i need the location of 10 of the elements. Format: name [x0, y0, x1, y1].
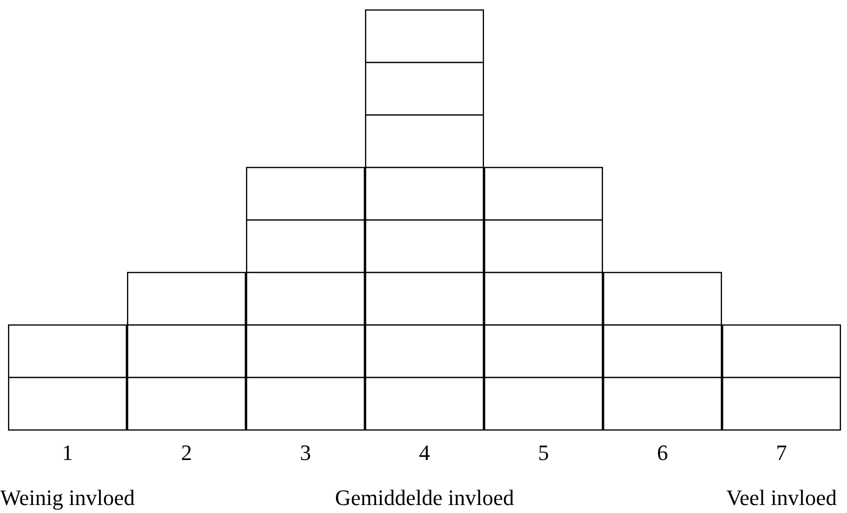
- x-tick-label: 7: [776, 440, 787, 465]
- x-tick-label: 2: [181, 440, 192, 465]
- text: Veel invloed: [726, 485, 837, 510]
- text: Gemiddelde invloed: [334, 485, 514, 510]
- text: Weinig invloed: [0, 485, 135, 510]
- x-tick-label: 3: [300, 440, 311, 465]
- x-tick-label: 6: [657, 440, 668, 465]
- x-tick-label: 1: [62, 440, 73, 465]
- x-tick-label: 4: [419, 440, 430, 465]
- x-tick-label: 5: [538, 440, 549, 465]
